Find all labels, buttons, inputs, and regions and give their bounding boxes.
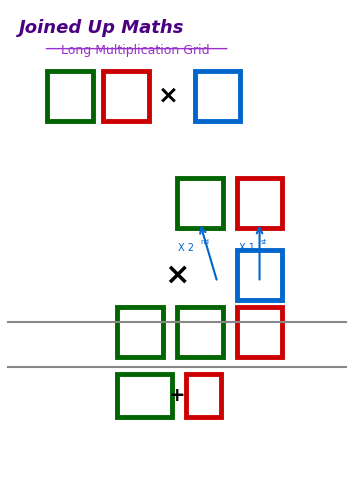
FancyBboxPatch shape xyxy=(117,307,163,357)
Text: +: + xyxy=(169,386,185,404)
Text: X 2: X 2 xyxy=(178,242,194,252)
FancyBboxPatch shape xyxy=(103,71,149,120)
FancyBboxPatch shape xyxy=(237,250,282,300)
Text: ×: × xyxy=(164,260,190,290)
FancyBboxPatch shape xyxy=(195,71,240,120)
FancyBboxPatch shape xyxy=(117,374,172,416)
Text: Joined Up Maths: Joined Up Maths xyxy=(19,19,184,37)
Text: st: st xyxy=(261,238,267,244)
Text: ×: × xyxy=(158,84,179,108)
FancyBboxPatch shape xyxy=(177,307,223,357)
FancyBboxPatch shape xyxy=(237,307,282,357)
Text: nd: nd xyxy=(201,238,210,244)
FancyBboxPatch shape xyxy=(47,71,93,120)
FancyBboxPatch shape xyxy=(186,374,221,416)
FancyBboxPatch shape xyxy=(177,178,223,228)
Text: Long Multiplication Grid: Long Multiplication Grid xyxy=(61,44,209,57)
FancyBboxPatch shape xyxy=(237,178,282,228)
Text: X 1: X 1 xyxy=(239,242,255,252)
